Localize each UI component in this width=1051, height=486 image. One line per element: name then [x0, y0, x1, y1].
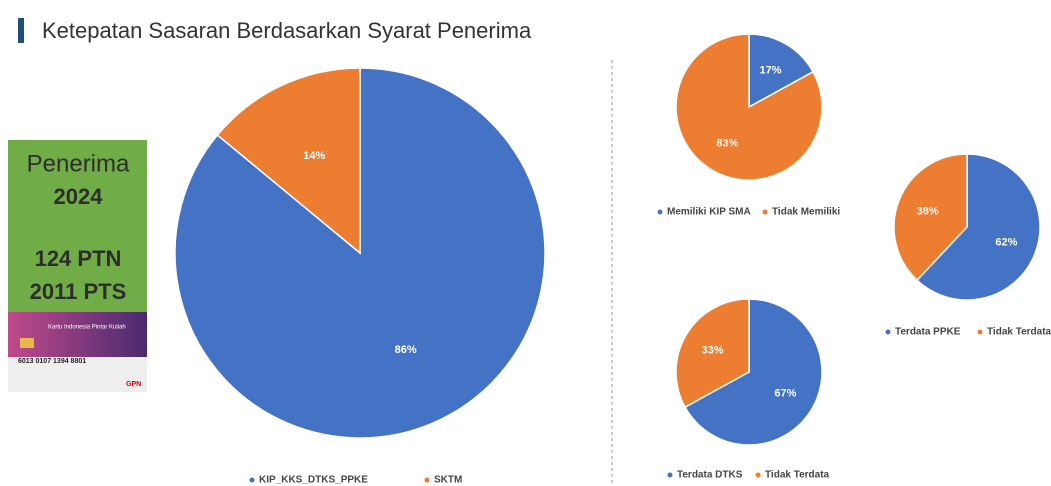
legend-label: Terdata PPKE [895, 327, 961, 338]
legend-marker [763, 210, 768, 215]
legend-label: SKTM [434, 475, 462, 486]
page: {"title": "Ketepatan Sasaran Berdasarkan… [0, 0, 1051, 486]
card-name: Kartu Indonesia Pintar Kuliah [48, 325, 126, 331]
data-label: 33% [702, 344, 724, 356]
title-bar [18, 18, 24, 43]
legend-label: Tidak Terdata [765, 470, 830, 481]
data-label: 62% [995, 236, 1017, 248]
legend-marker [425, 478, 430, 483]
slide: Ketepatan Sasaran Berdasarkan Syarat Pen… [0, 0, 1051, 486]
data-label: 86% [395, 344, 417, 356]
legend-label: Tidak Memiliki [772, 207, 840, 218]
card-top [8, 312, 147, 357]
legend-marker [886, 330, 891, 335]
legend-marker [668, 473, 673, 478]
legend-label: Terdata DTKS [677, 470, 743, 481]
legend-label: Tidak Terdata [987, 327, 1051, 338]
legend-marker [756, 473, 761, 478]
data-label: 17% [760, 64, 782, 76]
panel-ptn: 124 PTN [35, 246, 122, 271]
legend-marker [658, 210, 663, 215]
panel-label: Penerima [27, 150, 130, 177]
data-label: 83% [716, 137, 738, 149]
card-brand: GPN [126, 381, 141, 388]
legend-label: Memiliki KIP SMA [667, 207, 751, 218]
panel-year: 2024 [54, 184, 104, 209]
card-chip [20, 338, 34, 348]
legend-label: KIP_KKS_DTKS_PPKE [259, 475, 368, 486]
data-label: 38% [917, 205, 939, 217]
legend-marker [978, 330, 983, 335]
card-number: 6013 0107 1394 8801 [18, 358, 86, 365]
panel-pts: 2011 PTS [30, 279, 127, 304]
legend-marker [250, 478, 255, 483]
data-label: 14% [303, 150, 325, 162]
data-label: 67% [774, 387, 796, 399]
page-title: Ketepatan Sasaran Berdasarkan Syarat Pen… [42, 18, 532, 43]
